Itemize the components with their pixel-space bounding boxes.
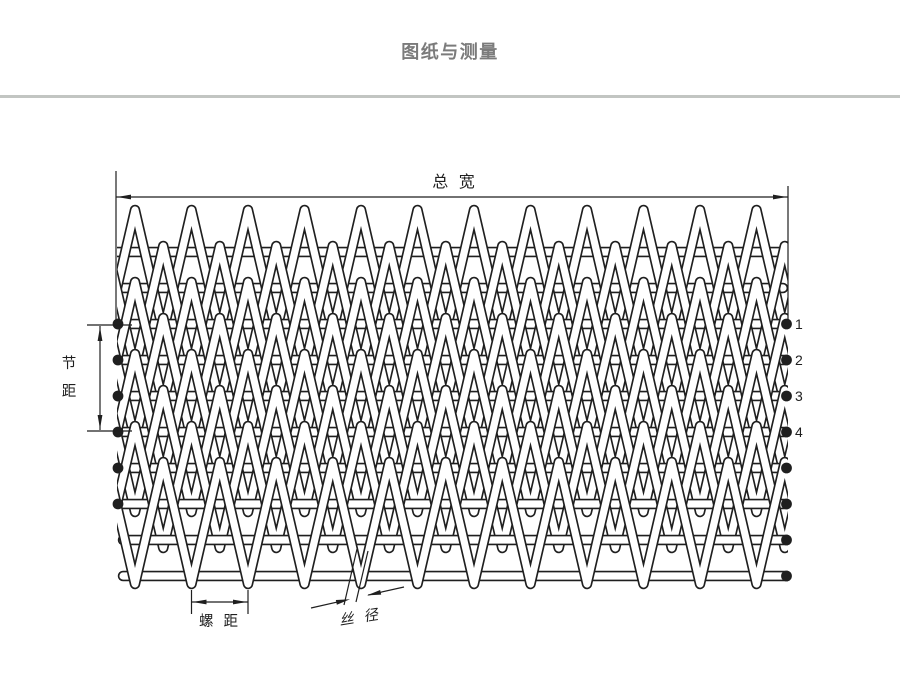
total-width-label: 总 宽 bbox=[432, 173, 477, 191]
dimension-pitch: 节距 bbox=[62, 324, 132, 432]
dimension-wire-diameter: 丝 径 bbox=[310, 548, 405, 629]
wire-diameter-label: 丝 径 bbox=[338, 606, 382, 629]
pitch-label: 节 bbox=[62, 355, 77, 372]
rod-number: 1 bbox=[795, 316, 803, 332]
pitch-label: 距 bbox=[62, 384, 77, 400]
rod-number: 4 bbox=[795, 424, 803, 440]
rod-number: 2 bbox=[795, 352, 803, 368]
spiral-pitch-label: 螺 距 bbox=[199, 613, 241, 630]
rod-end-dots bbox=[112, 318, 792, 582]
mesh-weave bbox=[117, 204, 788, 590]
divider bbox=[0, 95, 900, 98]
dimension-spiral-pitch: 螺 距 bbox=[190, 590, 249, 630]
page-title: 图纸与测量 bbox=[401, 42, 499, 62]
rod-number-labels: 1 2 3 4 bbox=[795, 316, 803, 440]
dimension-total-width: 总 宽 bbox=[115, 171, 789, 320]
rod-number: 3 bbox=[795, 388, 803, 404]
